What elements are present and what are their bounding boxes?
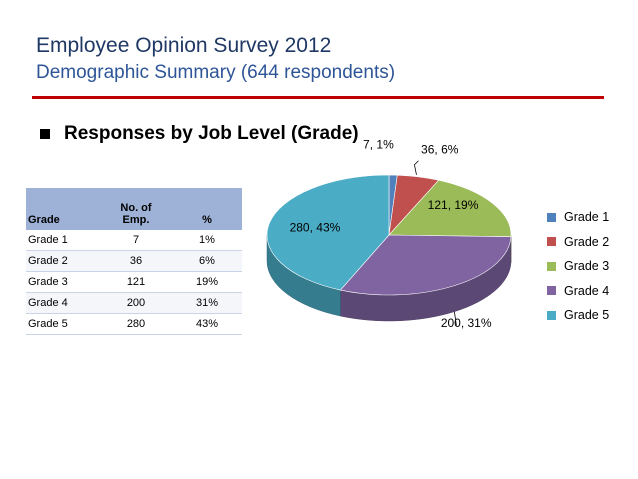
cell-pct: 19% xyxy=(172,271,242,293)
header-no-of: No. of xyxy=(120,202,152,214)
table-row: Grade 3 121 19% xyxy=(26,271,242,293)
legend-label: Grade 1 xyxy=(564,210,610,225)
legend-item: Grade 2 xyxy=(547,230,609,255)
legend-swatch xyxy=(547,237,556,247)
table-row: Grade 2 36 6% xyxy=(26,250,242,272)
legend-label: Grade 5 xyxy=(564,308,610,323)
header-emp: Emp. xyxy=(122,214,150,226)
legend-item: Grade 5 xyxy=(547,303,609,328)
data-label: 36, 6% xyxy=(421,143,459,157)
legend-swatch xyxy=(547,212,556,222)
cell-grade: Grade 1 xyxy=(26,230,100,251)
leader-line xyxy=(414,160,419,175)
legend-item: Grade 1 xyxy=(547,205,609,230)
cell-emp: 7 xyxy=(100,230,172,251)
cell-pct: 43% xyxy=(172,313,242,335)
legend-swatch xyxy=(547,310,556,320)
legend-label: Grade 4 xyxy=(564,283,610,298)
bullet-text: Responses by Job Level (Grade) xyxy=(64,123,359,144)
pie-slice xyxy=(388,179,512,238)
cell-grade: Grade 2 xyxy=(26,250,100,272)
cell-emp: 121 xyxy=(100,271,172,293)
chart-legend: Grade 1 Grade 2 Grade 3 Grade 4 Grade 5 xyxy=(547,205,609,328)
legend-swatch xyxy=(547,261,556,271)
grade-table: Grade No. of Emp. % Grade 1 7 1% Grade 2… xyxy=(26,188,242,335)
pie-slice xyxy=(339,234,512,296)
legend-label: Grade 3 xyxy=(564,259,610,274)
cell-pct: 6% xyxy=(172,250,242,272)
data-label: 200, 31% xyxy=(441,316,492,330)
legend-item: Grade 4 xyxy=(547,279,609,304)
legend-label: Grade 2 xyxy=(564,234,610,249)
data-label: 280, 43% xyxy=(290,220,341,234)
table-row: Grade 5 280 43% xyxy=(26,313,242,335)
cell-pct: 1% xyxy=(172,230,242,251)
cell-grade: Grade 3 xyxy=(26,271,100,293)
header-pct: % xyxy=(172,188,242,230)
data-label: 7, 1% xyxy=(363,140,394,152)
cell-pct: 31% xyxy=(172,292,242,314)
pie-chart: 7, 1% 36, 6% 121, 19% 200, 31% 280, 43% xyxy=(266,140,512,330)
legend-item: Grade 3 xyxy=(547,254,609,279)
bullet-square-icon xyxy=(40,129,50,139)
table-row: Grade 1 7 1% xyxy=(26,230,242,251)
table-row: Grade 4 200 31% xyxy=(26,292,242,314)
cell-emp: 200 xyxy=(100,292,172,314)
table-header-row: Grade No. of Emp. % xyxy=(26,188,242,230)
pie-slice xyxy=(266,174,390,291)
cell-emp: 280 xyxy=(100,313,172,335)
leader-line xyxy=(454,311,457,326)
cell-grade: Grade 5 xyxy=(26,313,100,335)
slide-subtitle: Demographic Summary (644 respondents) xyxy=(36,62,396,83)
data-label: 121, 19% xyxy=(428,198,479,212)
header-no-of-emp: No. of Emp. xyxy=(100,188,172,230)
cell-emp: 36 xyxy=(100,250,172,272)
title-divider xyxy=(32,96,604,99)
bullet-point: Responses by Job Level (Grade) xyxy=(40,123,359,145)
slide-title: Employee Opinion Survey 2012 xyxy=(36,34,332,57)
legend-swatch xyxy=(547,286,556,296)
cell-grade: Grade 4 xyxy=(26,292,100,314)
header-grade: Grade xyxy=(26,188,100,230)
